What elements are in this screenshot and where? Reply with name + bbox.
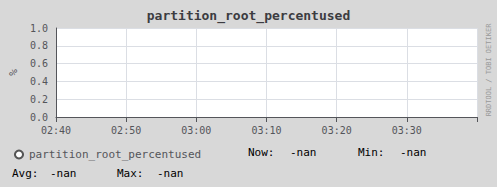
- svg-text:03:10: 03:10: [251, 125, 281, 136]
- svg-text:RRDTOOL / TOBI OETIKER: RRDTOOL / TOBI OETIKER: [485, 23, 493, 117]
- svg-text:Now:: Now:: [248, 146, 275, 159]
- svg-text:-nan: -nan: [157, 167, 184, 180]
- svg-text:03:00: 03:00: [181, 125, 211, 136]
- svg-text:03:30: 03:30: [392, 125, 422, 136]
- svg-text:Avg:: Avg:: [12, 167, 39, 180]
- svg-text:02:40: 02:40: [41, 125, 71, 136]
- svg-text:partition_root_percentused: partition_root_percentused: [29, 148, 201, 161]
- svg-text:0.2: 0.2: [30, 94, 48, 105]
- svg-text:03:20: 03:20: [322, 125, 352, 136]
- svg-text:-nan: -nan: [290, 146, 317, 159]
- svg-text:partition_root_percentused: partition_root_percentused: [147, 8, 351, 24]
- svg-text:0.4: 0.4: [30, 76, 48, 87]
- svg-text:Min:: Min:: [358, 146, 385, 159]
- svg-text:02:50: 02:50: [111, 125, 141, 136]
- svg-text:%: %: [7, 69, 20, 76]
- svg-text:1.0: 1.0: [30, 23, 48, 34]
- svg-text:0.8: 0.8: [30, 40, 48, 51]
- svg-text:-nan: -nan: [400, 146, 427, 159]
- svg-text:-nan: -nan: [50, 167, 77, 180]
- svg-text:0.0: 0.0: [30, 112, 48, 123]
- svg-text:0.6: 0.6: [30, 58, 48, 69]
- svg-text:Max:: Max:: [117, 167, 144, 180]
